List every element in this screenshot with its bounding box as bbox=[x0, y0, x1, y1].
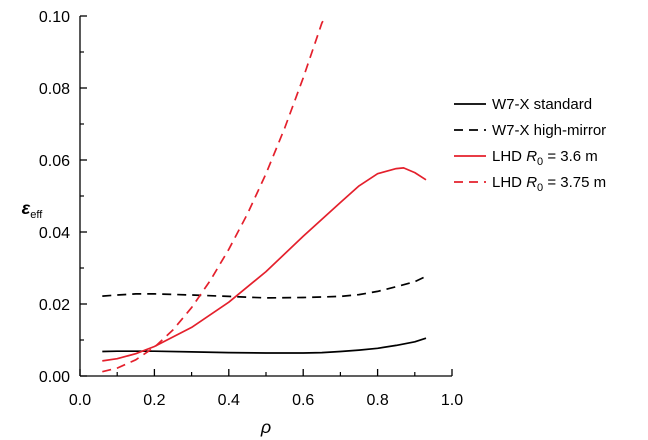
legend-label: LHD R0 = 3.75 m bbox=[492, 174, 606, 194]
y-tick-label: 0.06 bbox=[39, 153, 70, 170]
x-ticks: 0.0 0.2 0.4 0.6 0.8 1.0 bbox=[69, 369, 463, 409]
legend-label-value: = 3.75 m bbox=[543, 174, 606, 191]
axes bbox=[79, 16, 452, 377]
x-tick-label: 0.6 bbox=[292, 392, 314, 409]
y-tick-label: 0.00 bbox=[39, 369, 70, 386]
x-axis-label: ρ bbox=[260, 417, 271, 437]
legend-label-value: = 3.6 m bbox=[543, 148, 598, 165]
plot-area bbox=[102, 15, 427, 373]
x-tick-label: 0.0 bbox=[69, 392, 91, 409]
x-tick-label: 0.8 bbox=[366, 392, 388, 409]
legend-label-subscript: 0 bbox=[537, 156, 543, 168]
y-tick-label: 0.10 bbox=[39, 9, 70, 26]
y-tick-label: 0.02 bbox=[39, 297, 70, 314]
legend-label-text: LHD bbox=[492, 148, 526, 165]
legend-label-text: LHD bbox=[492, 174, 526, 191]
legend-label-symbol: R bbox=[526, 174, 537, 191]
legend-label: W7-X standard bbox=[492, 96, 592, 113]
series-line-4 bbox=[102, 15, 327, 373]
x-tick-label: 1.0 bbox=[441, 392, 463, 409]
y-tick-label: 0.08 bbox=[39, 81, 70, 98]
y-axis-label-main: ε bbox=[22, 198, 31, 218]
series-line-2 bbox=[102, 275, 427, 299]
y-axis-label: εeff bbox=[22, 198, 44, 221]
legend-label-symbol: R bbox=[526, 148, 537, 165]
legend-label-text: W7-X standard bbox=[492, 96, 592, 113]
legend-label-text: W7-X high-mirror bbox=[492, 122, 606, 139]
legend-label: W7-X high-mirror bbox=[492, 122, 606, 139]
legend-label: LHD R0 = 3.6 m bbox=[492, 148, 598, 168]
series-line-3 bbox=[102, 167, 427, 362]
x-tick-label: 0.4 bbox=[218, 392, 240, 409]
x-tick-label: 0.2 bbox=[143, 392, 165, 409]
y-axis-label-sub: eff bbox=[30, 209, 43, 221]
legend-label-subscript: 0 bbox=[537, 182, 543, 194]
y-ticks: 0.00 0.02 0.04 0.06 0.08 0.10 bbox=[39, 9, 87, 386]
series-line-1 bbox=[102, 337, 427, 354]
y-tick-label: 0.04 bbox=[39, 225, 70, 242]
